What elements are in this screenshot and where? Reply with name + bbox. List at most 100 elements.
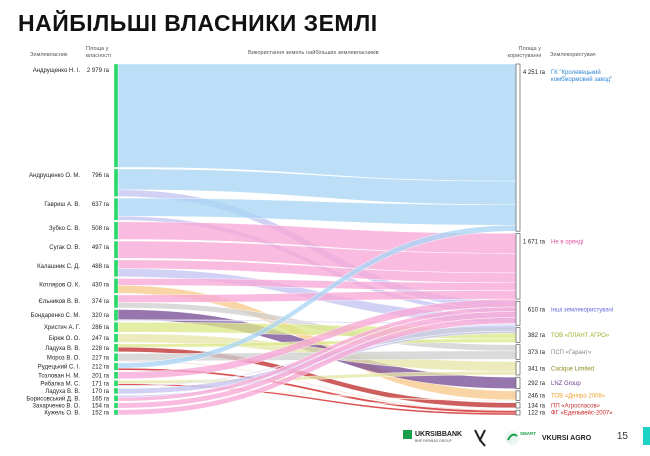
accent-bar bbox=[643, 427, 650, 445]
owner-name-label: Рудецький С. І. bbox=[38, 364, 81, 371]
owner-node-3 bbox=[113, 221, 119, 240]
owner-value-label: 488 га bbox=[92, 264, 110, 270]
owner-node-12 bbox=[113, 353, 119, 362]
owner-node-14 bbox=[113, 371, 119, 379]
user-value-label: 122 га bbox=[528, 411, 546, 417]
owner-name-label: Зубко С. В. bbox=[49, 226, 80, 232]
user-value-label: 1 671 га bbox=[523, 239, 546, 245]
svg-text:UKRSIBBANK: UKRSIBBANK bbox=[415, 431, 462, 438]
sankey-flow-0 bbox=[117, 63, 517, 182]
user-node-6 bbox=[515, 376, 521, 389]
header-used-area: Площа у користуванні bbox=[507, 46, 541, 59]
owner-node-17 bbox=[113, 395, 119, 402]
owner-name-label: Біркж О. О. bbox=[49, 336, 81, 342]
user-node-3 bbox=[515, 327, 521, 343]
owner-node-15 bbox=[113, 380, 119, 387]
owner-value-label: 152 га bbox=[92, 410, 110, 416]
header-middle: Використання земель найбільших землевлас… bbox=[248, 50, 379, 56]
header-owner: Землевласник bbox=[30, 52, 68, 58]
header-owned-area: Площа у власності bbox=[86, 46, 111, 59]
owner-node-7 bbox=[113, 294, 119, 309]
owner-name-label: Андрущенко О. М. bbox=[29, 173, 80, 179]
svg-text:BNP PARIBAS GROUP: BNP PARIBAS GROUP bbox=[415, 439, 452, 443]
user-node-9 bbox=[515, 409, 521, 416]
vk-logo bbox=[474, 429, 486, 447]
owner-node-0 bbox=[113, 63, 119, 168]
logo-strip: UKRSIBBANK BNP PARIBAS GROUP SMART VKURS… bbox=[403, 429, 592, 447]
owner-node-13 bbox=[113, 362, 119, 371]
user-value-label: 292 га bbox=[528, 381, 546, 387]
user-node-4 bbox=[515, 344, 521, 360]
smart-logo: SMART bbox=[505, 431, 536, 445]
owner-value-label: 227 га bbox=[92, 355, 110, 361]
owner-node-8 bbox=[113, 309, 119, 321]
owner-name-label: Тозлован Н. М. bbox=[38, 373, 80, 379]
user-node-7 bbox=[515, 390, 521, 401]
svg-text:VKURSI AGRO: VKURSI AGRO bbox=[542, 435, 592, 442]
owner-node-11 bbox=[113, 343, 119, 352]
owner-name-label: Кужель О. В. bbox=[44, 410, 80, 416]
owner-name-label: Христич А. Г. bbox=[44, 325, 80, 331]
owner-node-1 bbox=[113, 168, 119, 197]
owner-node-6 bbox=[113, 278, 119, 294]
user-node-2 bbox=[515, 300, 521, 326]
owner-name-label: Ладуха В. В. bbox=[45, 346, 80, 352]
ukrsibbank-logo: UKRSIBBANK BNP PARIBAS GROUP bbox=[403, 430, 462, 443]
owner-name-label: Калашник С. Д. bbox=[37, 264, 80, 270]
user-value-label: 610 га bbox=[528, 307, 546, 313]
user-name-label: Не в оренді bbox=[551, 239, 583, 245]
owner-value-label: 212 га bbox=[92, 365, 110, 371]
user-node-5 bbox=[515, 361, 521, 376]
user-name-label: ФГ «Едельвейс-2007» bbox=[551, 410, 613, 417]
user-value-label: 382 га bbox=[528, 333, 546, 339]
owner-node-18 bbox=[113, 402, 119, 409]
user-node-1 bbox=[515, 233, 521, 300]
owner-value-label: 171 га bbox=[92, 381, 110, 387]
owner-name-label: Гавриш А. В. bbox=[44, 202, 80, 208]
owner-value-label: 201 га bbox=[92, 373, 110, 379]
owner-name-label: Борисовський Д. В. bbox=[26, 395, 80, 402]
owner-name-label: Ладуха В. В. bbox=[45, 389, 80, 395]
owner-value-label: 508 га bbox=[92, 226, 110, 232]
user-value-label: 373 га bbox=[528, 350, 546, 356]
user-value-label: 341 га bbox=[528, 366, 546, 372]
user-name-label: ПП «Агроспасов» bbox=[551, 403, 601, 409]
owner-name-label: Мороз В. О. bbox=[47, 355, 80, 361]
page-title: НАЙБІЛЬШІ ВЛАСНИКИ ЗЕМЛІ bbox=[18, 10, 378, 36]
user-node-8 bbox=[515, 402, 521, 409]
owner-value-label: 637 га bbox=[92, 202, 110, 208]
user-name-label: ТОВ «Дніпро 2008» bbox=[551, 394, 606, 400]
owner-value-label: 170 га bbox=[92, 389, 110, 395]
owner-name-label: Бондаренко С. М. bbox=[31, 313, 81, 319]
owner-name-label: Сугак О. В. bbox=[49, 245, 80, 251]
owner-value-label: 374 га bbox=[92, 299, 110, 305]
sankey-flows bbox=[117, 63, 517, 416]
owner-value-label: 430 га bbox=[92, 282, 110, 288]
owner-value-label: 796 га bbox=[92, 173, 110, 179]
owner-nodes: Андрущенко Н. І. 2 979 га Андрущенко О. М.… bbox=[26, 63, 119, 416]
user-value-label: 134 га bbox=[528, 403, 546, 409]
owner-name-label: Захарченко В. О. bbox=[32, 403, 80, 409]
owner-node-2 bbox=[113, 198, 119, 221]
owner-name-label: Котляров О. К. bbox=[39, 282, 80, 288]
header-user: Землекористувач bbox=[550, 52, 596, 58]
owner-value-label: 247 га bbox=[92, 336, 110, 342]
user-name-label: LNZ Group bbox=[551, 381, 581, 387]
owner-name-label: Андрущенко Н. І. bbox=[33, 68, 81, 74]
owner-name-label: Рибалка М. С. bbox=[40, 381, 80, 387]
user-name-label: комбікормовий завод" bbox=[551, 76, 612, 83]
owner-node-10 bbox=[113, 333, 119, 343]
user-value-label: 4 251 га bbox=[523, 70, 546, 76]
user-name-label: Інші землекористувачі bbox=[551, 307, 613, 313]
owner-node-19 bbox=[113, 409, 119, 416]
user-value-label: 246 га bbox=[528, 394, 546, 400]
owner-value-label: 165 га bbox=[92, 396, 110, 402]
owner-value-label: 228 га bbox=[92, 346, 110, 352]
owner-node-4 bbox=[113, 240, 119, 259]
user-name-label: ПСП «Гарант» bbox=[551, 350, 592, 356]
owner-value-label: 320 га bbox=[92, 313, 110, 319]
owner-node-16 bbox=[113, 387, 119, 395]
user-name-label: ТОВ «ПЛАНТ АГРО» bbox=[551, 333, 610, 339]
